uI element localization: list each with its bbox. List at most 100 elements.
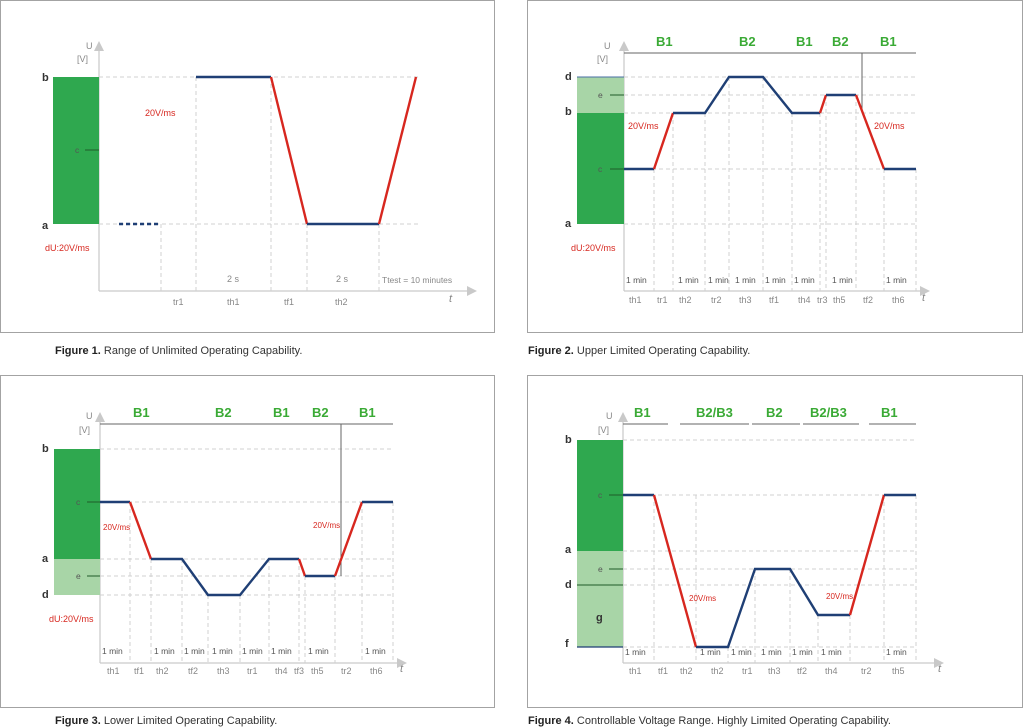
tick: th1: [107, 666, 120, 676]
zone-label: B1: [359, 405, 376, 420]
du-label: dU:20V/ms: [571, 243, 616, 253]
min-label: 1 min: [365, 646, 386, 656]
tick: th3: [217, 666, 230, 676]
figure-2-caption: Figure 2. Upper Limited Operating Capabi…: [528, 345, 750, 357]
tick: th4: [798, 295, 811, 305]
min-label: 1 min: [886, 275, 907, 285]
min-label: 1 min: [184, 646, 205, 656]
figure-3-caption: Figure 3. Lower Limited Operating Capabi…: [55, 715, 277, 727]
label-c: c: [598, 164, 603, 174]
tick: th4: [825, 666, 838, 676]
min-label: 1 min: [271, 646, 292, 656]
signal-2: [151, 557, 299, 597]
tick: tr1: [247, 666, 258, 676]
grid: [100, 448, 394, 663]
zone-label: B2: [832, 34, 849, 49]
label-g: g: [596, 612, 603, 624]
label-d: d: [42, 589, 49, 601]
min-label: 1 min: [625, 647, 646, 657]
tick: th2: [680, 666, 693, 676]
axis-t-label: t: [400, 663, 404, 675]
figure-2-panel: U [V] d e b c a B1 B2 B1 B2 B1 20V/ms 20…: [527, 0, 1023, 333]
tick: tr2: [341, 666, 352, 676]
min-label: 1 min: [792, 647, 813, 657]
zone-label: B1: [656, 34, 673, 49]
min-label: 1 min: [765, 275, 786, 285]
zone-label: B1: [796, 34, 813, 49]
tick: th2: [156, 666, 169, 676]
y-axis-arrow-icon: [94, 41, 104, 51]
label-b: b: [42, 443, 49, 455]
tick: th3: [739, 295, 752, 305]
signal-2: [696, 567, 850, 649]
tick: tf2: [797, 666, 807, 676]
tick: th2: [711, 666, 724, 676]
caption-text: Upper Limited Operating Capability.: [573, 345, 751, 357]
figure-4-panel: U [V] b c a e d g f B1 B2/B3 B2 B2/B3 B1…: [527, 375, 1023, 708]
min-label: 1 min: [886, 647, 907, 657]
label-c: c: [75, 145, 80, 155]
caption-text: Lower Limited Operating Capability.: [100, 715, 278, 727]
zone-label: B1: [880, 34, 897, 49]
tick: th5: [892, 666, 905, 676]
min-label: 1 min: [821, 647, 842, 657]
tick: tr1: [742, 666, 753, 676]
signal-rise: [333, 501, 364, 577]
rate-left-label: 20V/ms: [628, 121, 659, 131]
min-label: 1 min: [735, 275, 756, 285]
caption-text: Range of Unlimited Operating Capability.: [100, 345, 303, 357]
x-axis-arrow-icon: [467, 286, 477, 296]
min-label: 1 min: [832, 275, 853, 285]
zone-label: B2: [766, 405, 783, 420]
figure-1-panel: U [V] b c a 20V/ms dU:20V/ms 2 s 2 s Tte…: [0, 0, 495, 333]
label-b: b: [565, 106, 572, 118]
label-a: a: [565, 544, 572, 556]
min-label: 1 min: [102, 646, 123, 656]
signal-2: [673, 75, 820, 115]
label-f: f: [565, 638, 569, 650]
x-axis-arrow-icon: [920, 286, 930, 296]
zone-label: B2: [215, 405, 232, 420]
caption-text: Controllable Voltage Range. Highly Limit…: [573, 715, 891, 727]
min-label: 1 min: [678, 275, 699, 285]
label-e: e: [76, 571, 81, 581]
range-bar-dark: [54, 449, 100, 559]
tick: tr2: [711, 295, 722, 305]
signal-rise: [377, 76, 418, 225]
axis-unit-label: [V]: [77, 54, 88, 64]
zone-label: B1: [634, 405, 651, 420]
tick: th3: [768, 666, 781, 676]
x-axis-arrow-icon: [397, 658, 407, 668]
min-label: 1 min: [242, 646, 263, 656]
caption-bold: Figure 1.: [55, 345, 101, 357]
figure-1-caption: Figure 1. Range of Unlimited Operating C…: [55, 345, 302, 357]
tick: th6: [370, 666, 383, 676]
tick: tf1: [769, 295, 779, 305]
axis-t-label: t: [922, 292, 926, 304]
tick: th2: [679, 295, 692, 305]
signal-fall: [652, 494, 698, 648]
label-a: a: [42, 553, 49, 565]
zone-label: B1: [133, 405, 150, 420]
rate-right-label: 20V/ms: [313, 521, 340, 530]
range-bar-light: [54, 559, 100, 595]
label-b: b: [42, 72, 49, 84]
signal-rise: [848, 494, 886, 616]
min-label: 1 min: [154, 646, 175, 656]
tick: th5: [833, 295, 846, 305]
grid: [624, 76, 917, 291]
tick-tf1: tf1: [284, 297, 294, 307]
caption-bold: Figure 2.: [528, 345, 574, 357]
y-axis-arrow-icon: [619, 41, 629, 51]
figure-4-caption: Figure 4. Controllable Voltage Range. Hi…: [528, 715, 891, 727]
tick: th4: [275, 666, 288, 676]
label-a: a: [42, 220, 49, 232]
rate-left-label: 20V/ms: [103, 523, 130, 532]
range-bar-light: [577, 551, 623, 647]
zone-label: B2: [312, 405, 329, 420]
label-c: c: [76, 497, 81, 507]
figure-2-diagram: U [V] d e b c a B1 B2 B1 B2 B1 20V/ms 20…: [565, 34, 930, 305]
axis-u-label: U: [606, 411, 613, 421]
seg2-label: 2 s: [336, 274, 349, 284]
axis-unit-label: [V]: [598, 425, 609, 435]
